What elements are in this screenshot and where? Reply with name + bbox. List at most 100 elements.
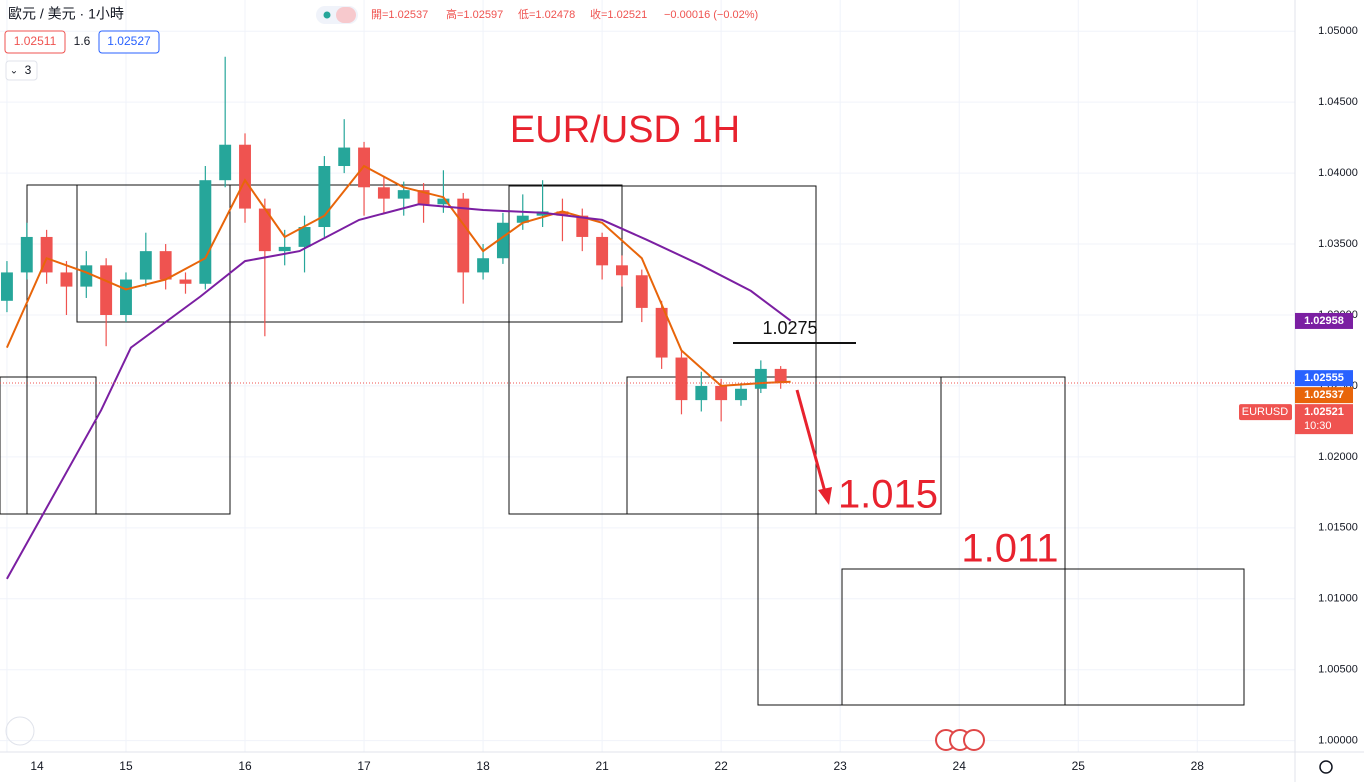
arrow [795,389,827,493]
chevron: ⌄ [10,66,18,77]
candle-body [616,265,628,276]
x-tick-label: 23 [834,759,848,773]
ask: 1.02527 [107,34,151,48]
candle-body [576,215,589,237]
candle-body [556,211,569,216]
plot [0,56,1295,580]
x-tick-label: 16 [238,759,252,773]
status-icon [336,7,356,23]
x-tick-label: 25 [1072,759,1086,773]
box [841,568,1245,706]
indicator-count: 3 [25,63,32,77]
candle-body [0,272,13,301]
symbol-tag: EURUSD [1242,406,1289,418]
candle-body [655,307,668,358]
y-tick-label: 1.01000 [1318,593,1358,605]
candle-body [596,236,609,266]
price-label-bg [1295,370,1353,387]
candle-body [199,180,212,284]
settings-icon[interactable] [1319,760,1333,774]
price-label-bg [1295,387,1353,404]
header: 歐元 / 美元 · 1小時 開=1.02537 高=1.02597 低=1.02… [4,6,758,81]
x-tick-label: 21 [595,759,609,773]
candle-body [239,144,251,209]
x-tick-label: 18 [476,759,490,773]
y-tick-label: 1.03500 [1318,238,1358,250]
symbol-tag-bg [1239,404,1292,421]
x-tick-label: 15 [119,759,133,773]
ohlc: 開=1.02537 [371,8,428,21]
candle-body [397,190,410,199]
candle-body [278,246,291,252]
event-flag[interactable] [963,729,985,751]
ohlc: 高=1.02597 [446,7,503,21]
candle-body [457,198,470,273]
candle-body [774,368,787,384]
indicator-toggle[interactable] [5,60,38,81]
buy-button[interactable] [98,30,160,54]
status-dot [323,11,331,19]
price-label: 1.02958 [1304,315,1344,327]
candle-body [179,279,192,284]
ohlc: 收=1.02521 [590,7,647,21]
candle-body [735,388,747,401]
candle-body [516,215,529,223]
y-tick-label: 1.04000 [1318,167,1358,179]
candle-body [437,198,450,205]
y-tick-label: 1.00000 [1318,735,1358,747]
price-label: 1.02521 [1304,406,1344,418]
candle-body [496,222,509,259]
candle-body [675,357,688,401]
candle-body [377,187,390,199]
arrow-head [818,487,832,505]
candle-body [139,251,152,280]
bid: 1.02511 [14,34,57,48]
x-tick-label: 28 [1191,759,1205,773]
candle-body [695,385,708,401]
spread: 1.6 [74,34,91,48]
price-label: 1.02555 [1304,372,1344,384]
candle-body [298,227,311,247]
y-tick-label: 1.04500 [1318,96,1358,108]
x-tick-label: 17 [357,759,371,773]
axes: 1.00000 1.00500 1.01000 1.01500 1.02000 1.025… [30,25,1358,773]
price-label: 1.02537 [1304,389,1344,401]
y-tick-label: 1.05000 [1318,25,1358,37]
sell-button[interactable] [4,30,66,54]
candle-body [40,236,53,273]
x-tick-label: 14 [30,759,44,773]
candle-body [635,275,648,308]
grid [0,0,1295,752]
y-tick-label: 1.02000 [1318,451,1358,463]
x-tick-label: 24 [953,759,967,773]
x-tick-label: 22 [714,759,728,773]
candle-body [100,265,113,315]
price-label-bg [1295,404,1353,435]
drawings [0,184,1245,706]
price-label-bg [1295,312,1353,329]
event-flags [935,729,985,751]
annotation: 1.0275 [762,318,817,338]
candle-body [715,385,728,401]
candle-body [120,279,132,315]
ohlc: 低=1.02478 [518,8,575,21]
ohlc: −0.00016 (−0.02%) [664,9,758,21]
annotation: 1.015 [838,473,938,517]
y-tick-label: 1.01500 [1318,522,1358,534]
candle-body [338,147,351,167]
box [0,376,97,515]
logo [5,716,35,746]
candle-body [754,368,767,389]
candle-body [477,258,490,273]
symbol: 歐元 / 美元 · 1小時 [8,6,124,22]
countdown: 10:30 [1304,420,1332,432]
candle-body [20,236,33,273]
candle-body [417,190,430,205]
chart-title: EUR/USD 1H [510,109,740,151]
y-tick-label: 1.00500 [1318,664,1358,676]
candle-body [258,208,271,252]
candle-body [60,272,73,287]
candle-body [159,251,172,280]
moving-average [5,164,791,387]
